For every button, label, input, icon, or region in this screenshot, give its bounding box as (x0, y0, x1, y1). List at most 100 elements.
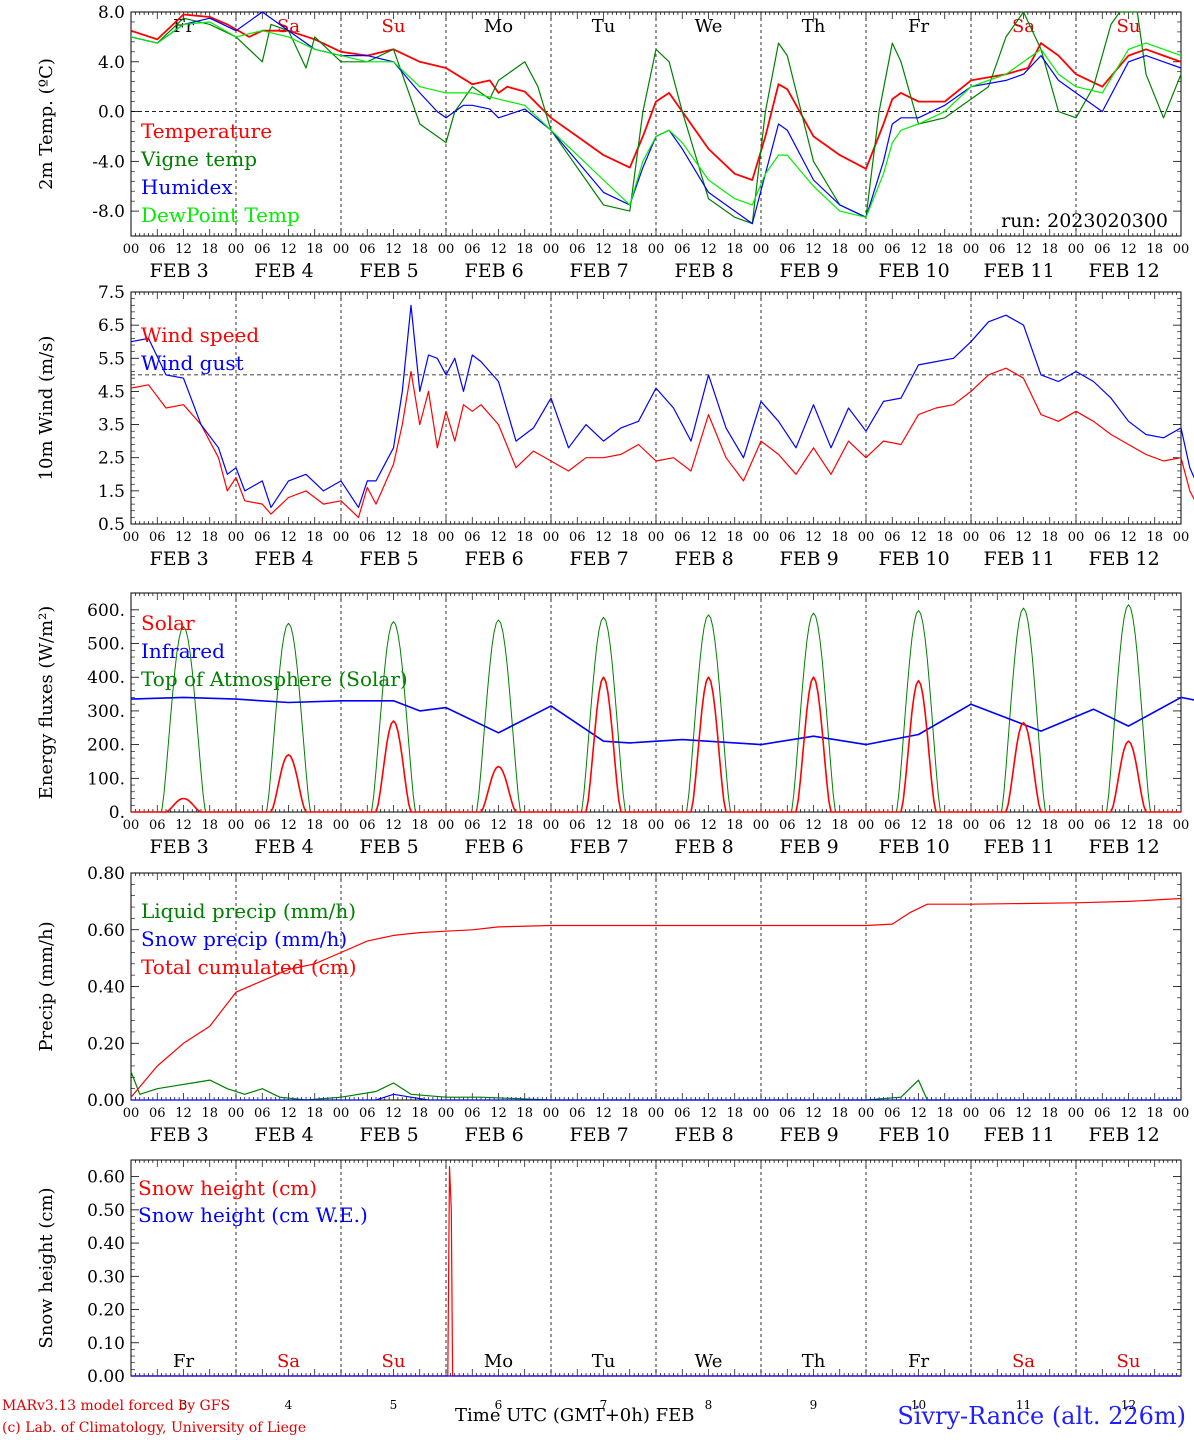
x-hour-label: 12 (1120, 818, 1137, 833)
y-tick-label: 8.0 (98, 3, 125, 23)
legend-entry: Wind speed (141, 323, 259, 347)
x-hour-label: 00 (123, 530, 140, 545)
x-hour-label: 18 (726, 1106, 743, 1121)
x-hour-label: 18 (1146, 242, 1163, 257)
y-tick-label: 0.20 (87, 1034, 125, 1054)
x-date-label: FEB 9 (780, 1124, 839, 1146)
x-hour-label: 18 (936, 818, 953, 833)
day-number-label: 5 (390, 1398, 398, 1412)
x-hour-label: 00 (228, 242, 245, 257)
day-name-label: We (695, 1351, 723, 1372)
x-hour-label: 12 (1120, 1106, 1137, 1121)
legend-entry: Snow precip (mm/h) (141, 927, 347, 951)
x-hour-label: 12 (700, 530, 717, 545)
y-tick-label: 100. (87, 769, 125, 789)
x-date-label: FEB 9 (780, 548, 839, 570)
x-hour-label: 18 (411, 1106, 428, 1121)
x-date-label: FEB 6 (465, 260, 524, 282)
x-hour-label: 12 (910, 530, 927, 545)
x-hour-label: 12 (910, 818, 927, 833)
x-hour-label: 12 (700, 818, 717, 833)
y-tick-label: 600. (87, 601, 125, 621)
x-hour-label: 18 (411, 818, 428, 833)
x-hour-label: 18 (201, 818, 218, 833)
x-hour-label: 06 (674, 530, 691, 545)
x-date-label: FEB 9 (780, 260, 839, 282)
x-hour-label: 00 (963, 818, 980, 833)
y-tick-label: 0.20 (87, 1301, 125, 1321)
day-number-label: 4 (285, 1398, 293, 1412)
panel-5: 0.60 0.50 0.40 0.30 0.20 0.10 0.00 Snow height … (36, 1159, 1182, 1412)
x-date-label: FEB 10 (879, 260, 950, 282)
x-hour-label: 06 (674, 818, 691, 833)
day-name-label: Fr (908, 16, 929, 37)
day-name-label: Su (382, 1351, 406, 1372)
day-name-label: Su (1117, 1351, 1141, 1372)
x-hour-label: 18 (831, 242, 848, 257)
x-hour-label: 00 (228, 818, 245, 833)
x-hour-label: 00 (543, 818, 560, 833)
x-hour-label: 12 (175, 1106, 192, 1121)
day-number-label: 6 (495, 1398, 503, 1412)
y-tick-label: 6.5 (98, 316, 125, 336)
x-date-label: FEB 4 (255, 548, 314, 570)
x-hour-label: 18 (621, 242, 638, 257)
day-number-label: 8 (705, 1398, 713, 1412)
x-hour-label: 18 (201, 1106, 218, 1121)
y-tick-label: 2.5 (98, 449, 125, 469)
x-hour-label: 00 (963, 242, 980, 257)
x-hour-label: 06 (1094, 1106, 1111, 1121)
y-tick-label: -4.0 (92, 152, 125, 172)
day-name-label: Mo (484, 1351, 513, 1372)
x-hour-label: 00 (333, 242, 350, 257)
x-hour-label: 18 (726, 530, 743, 545)
y-tick-label: 7.5 (98, 283, 125, 303)
x-date-label: FEB 7 (570, 260, 629, 282)
y-tick-label: 5.5 (98, 349, 125, 369)
x-hour-label: 06 (149, 242, 166, 257)
y-tick-label: 0.60 (87, 1168, 125, 1188)
model-credit: MARv3.13 model forced by GFS (2, 1398, 231, 1414)
x-hour-label: 00 (438, 530, 455, 545)
x-hour-label: 06 (569, 818, 586, 833)
x-hour-label: 00 (438, 1106, 455, 1121)
x-hour-label: 06 (464, 1106, 481, 1121)
panel-2: 7.5 6.5 5.5 4.5 3.5 2.5 1.5 0.5 10m Wind (m/s) 00… (36, 283, 1194, 570)
x-hour-label: 12 (805, 818, 822, 833)
x-hour-label: 00 (543, 1106, 560, 1121)
x-hour-label: 12 (1120, 530, 1137, 545)
x-date-label: FEB 4 (255, 1124, 314, 1146)
day-name-label: Sa (1012, 16, 1035, 37)
x-hour-label: 12 (490, 530, 507, 545)
series-solar (131, 676, 1181, 813)
x-hour-label: 06 (779, 1106, 796, 1121)
x-hour-label: 12 (385, 818, 402, 833)
series-wind-speed (130, 367, 1194, 518)
x-hour-label: 06 (254, 530, 271, 545)
x-hour-label: 18 (201, 530, 218, 545)
x-date-label: FEB 8 (675, 836, 734, 858)
x-hour-label: 12 (385, 530, 402, 545)
x-hour-label: 06 (1094, 818, 1111, 833)
x-hour-label: 06 (884, 242, 901, 257)
x-hour-label: 12 (490, 242, 507, 257)
y-tick-label: 4.0 (98, 53, 125, 73)
x-hour-label: 18 (516, 530, 533, 545)
x-date-label: FEB 12 (1089, 1124, 1160, 1146)
x-hour-label: 18 (1041, 530, 1058, 545)
panel-3: 600. 500. 400. 300. 200. 100. 0. Energy fluxes … (36, 592, 1194, 858)
x-hour-label: 18 (516, 818, 533, 833)
x-date-label: FEB 7 (570, 836, 629, 858)
x-date-label: FEB 6 (465, 1124, 524, 1146)
y-axis-label: 2m Temp. (ºC) (36, 58, 57, 190)
x-hour-label: 12 (595, 818, 612, 833)
x-hour-label: 12 (1120, 242, 1137, 257)
legend-entry: Total cumulated (cm) (141, 955, 357, 979)
day-number-label: 9 (810, 1398, 818, 1412)
x-hour-label: 18 (831, 1106, 848, 1121)
x-hour-label: 18 (516, 242, 533, 257)
y-tick-label: 400. (87, 668, 125, 688)
x-hour-label: 18 (1146, 1106, 1163, 1121)
legend-entry: Top of Atmosphere (Solar) (141, 667, 408, 691)
x-date-label: FEB 7 (570, 1124, 629, 1146)
